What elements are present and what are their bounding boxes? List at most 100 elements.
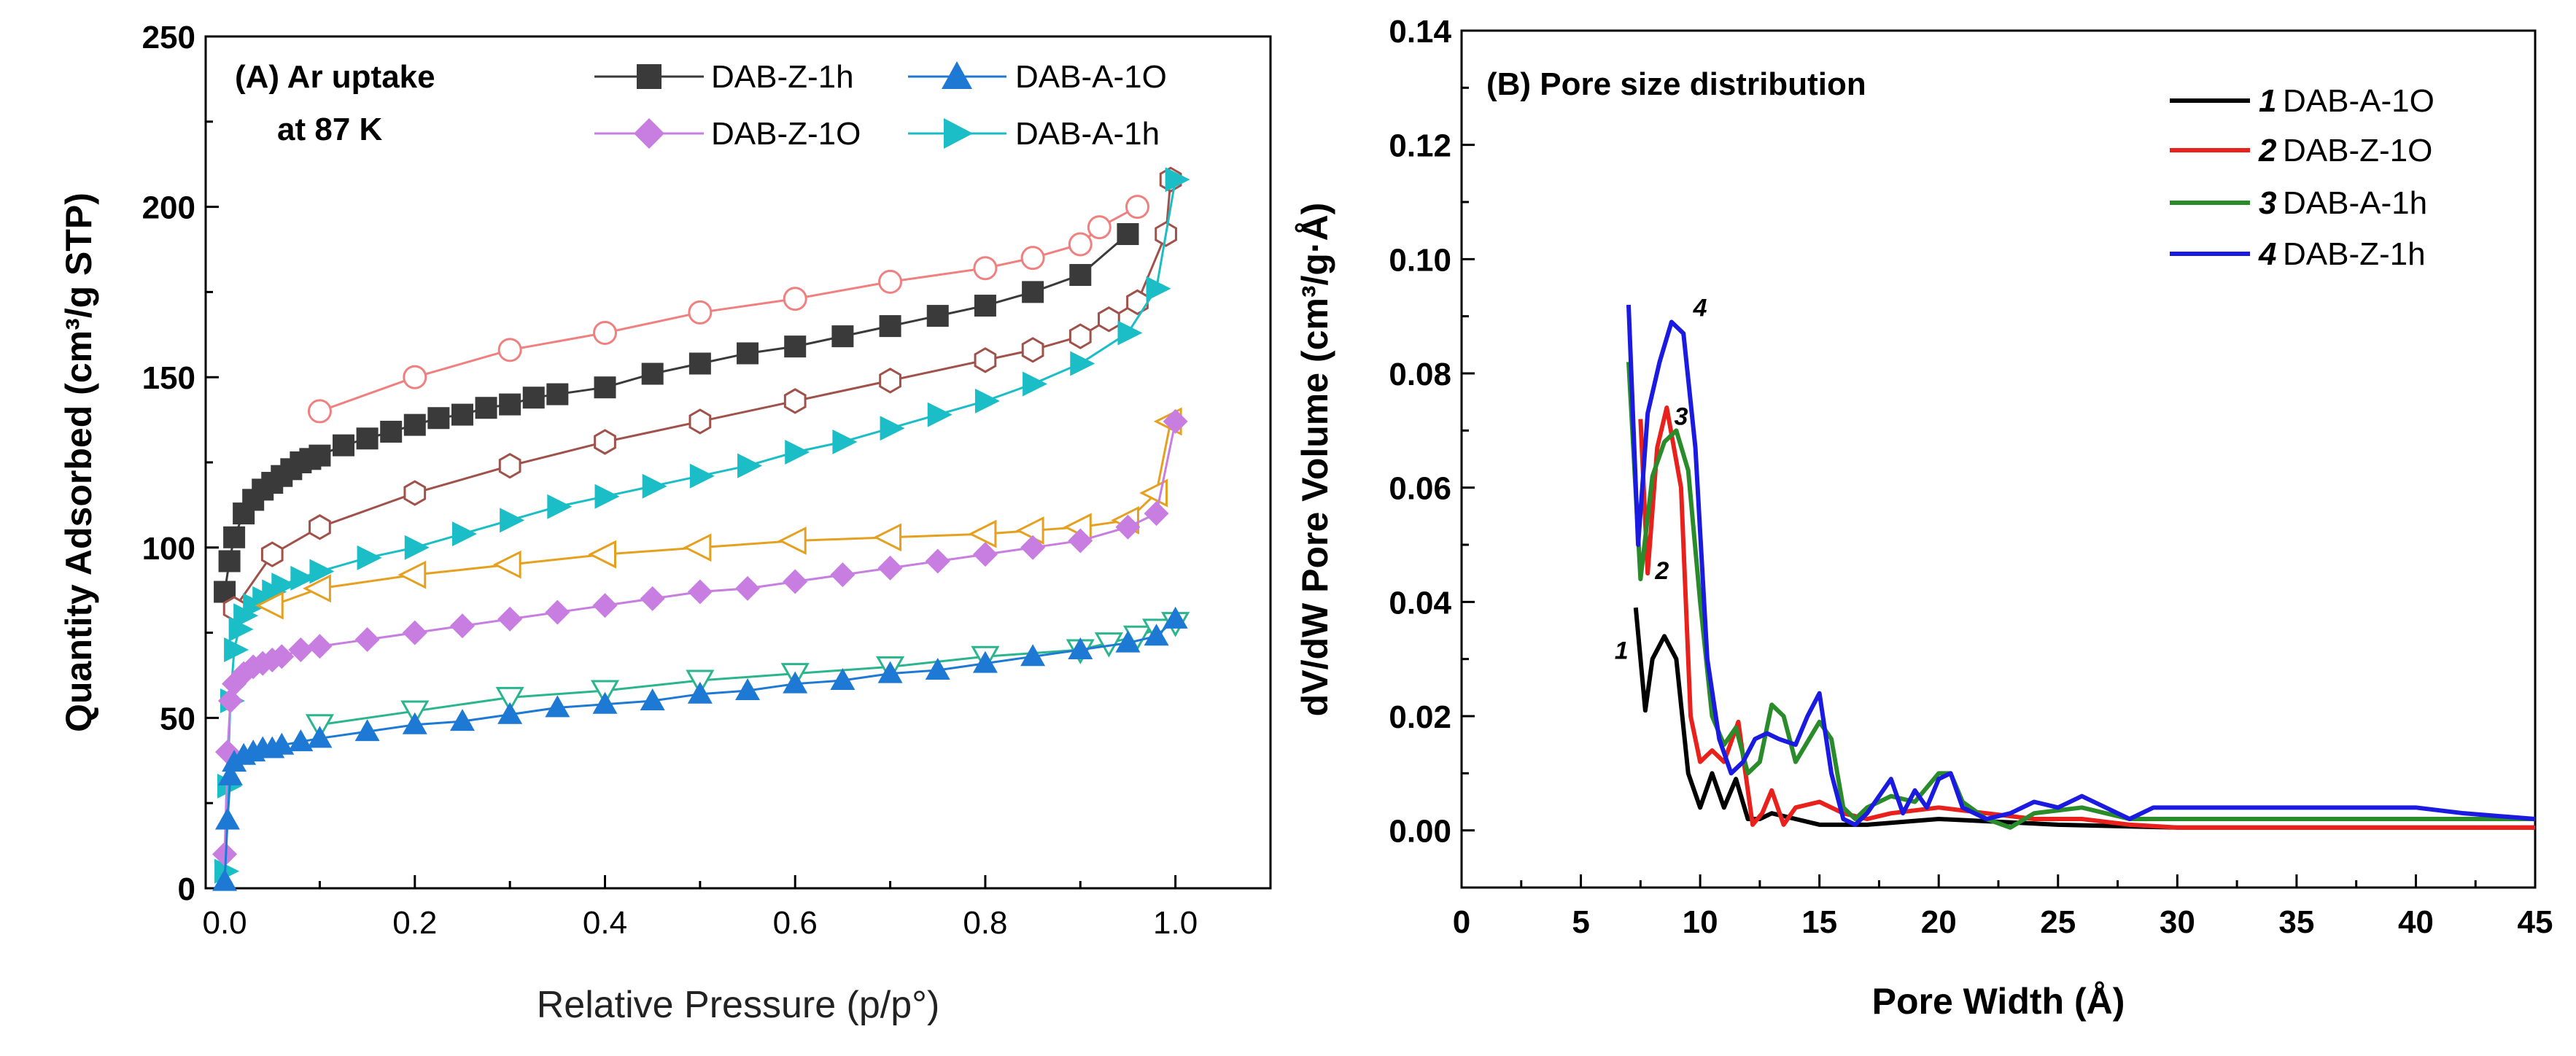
data-point-dab-z-1o bbox=[402, 620, 427, 645]
data-point-dab-a-1o bbox=[1115, 630, 1141, 653]
data-point-dab-z-1h bbox=[784, 335, 807, 358]
data-point-dab-z-1o bbox=[1144, 501, 1169, 527]
data-point-dab-a-1o bbox=[288, 729, 314, 752]
data-point-dab-z-1h bbox=[333, 434, 355, 457]
panel-a-y-tick-label: 200 bbox=[142, 190, 195, 226]
data-point-dab-a-1h-desorption bbox=[403, 480, 427, 506]
data-point-dab-a-1h-desorption bbox=[309, 514, 331, 540]
data-point-dab-a-1h bbox=[271, 572, 297, 598]
data-point-dab-z-1h bbox=[1069, 264, 1092, 287]
data-point-dab-a-1o bbox=[783, 671, 808, 694]
curve-annotation-3: 3 bbox=[1674, 403, 1688, 431]
legend-b-number-2: 2 bbox=[2258, 133, 2277, 168]
panel-b-y-tick-label: 0.10 bbox=[1389, 242, 1451, 278]
data-point-dab-z-1o-desorption bbox=[777, 527, 807, 555]
data-point-dab-a-1h-desorption bbox=[1068, 323, 1092, 349]
data-point-dab-a-1h bbox=[547, 494, 573, 519]
series-line-dab-z-1o bbox=[1638, 405, 2535, 830]
panel-b-x-tick-label: 5 bbox=[1572, 904, 1589, 940]
panel-b-y-tick-label: 0.02 bbox=[1389, 699, 1451, 735]
data-point-dab-z-1h bbox=[688, 352, 711, 375]
series-line-dab-a-1h bbox=[1626, 362, 2535, 830]
data-point-dab-a-1h-desorption bbox=[260, 541, 284, 567]
panel-a-y-tick-label: 100 bbox=[142, 531, 195, 567]
data-point-dab-z-1h bbox=[403, 414, 426, 436]
panel-a-y-tick-label: 50 bbox=[160, 701, 195, 737]
data-point-dab-z-1h bbox=[546, 383, 569, 405]
data-point-dab-a-1o bbox=[217, 763, 243, 785]
data-point-dab-a-1h-desorption bbox=[1098, 306, 1120, 333]
data-point-dab-z-1o-desorption bbox=[683, 533, 712, 562]
legend-b-number-3: 3 bbox=[2259, 185, 2276, 221]
data-point-dab-z-1o bbox=[217, 688, 243, 714]
panel-b-ticks: 0 5 10 15 20 25 30 35 40 45 0.00 0.02 0.04 0.06 0.08 0.… bbox=[1389, 14, 2553, 940]
panel-b-y-tick-label: 0.06 bbox=[1389, 471, 1451, 507]
data-point-dab-z-1h-desorption bbox=[1068, 232, 1093, 257]
panel-b-x-tick-label: 25 bbox=[2040, 904, 2076, 940]
series-line-dab-z-1h-desorption bbox=[319, 206, 1138, 413]
data-point-dab-z-1h bbox=[1022, 281, 1044, 303]
panel-b-x-tick-label: 0 bbox=[1453, 904, 1470, 940]
data-point-dab-z-1o bbox=[972, 542, 998, 567]
data-point-dab-a-1o-desorption bbox=[495, 686, 524, 713]
data-point-dab-a-1h bbox=[1023, 371, 1048, 397]
panel-a-title-line2: at 87 K bbox=[277, 112, 383, 147]
data-point-dab-z-1h bbox=[522, 387, 545, 409]
legend-b-label-3: DAB-A-1h bbox=[2283, 185, 2427, 221]
data-point-dab-a-1o bbox=[925, 657, 950, 680]
data-point-dab-a-1h bbox=[1146, 276, 1171, 301]
data-point-dab-a-1h bbox=[500, 508, 525, 533]
data-point-dab-z-1o bbox=[1020, 535, 1046, 560]
series-line-dab-z-1h bbox=[1626, 304, 2536, 827]
series-dab-z-1h-desorption bbox=[307, 195, 1149, 424]
data-point-dab-z-1o bbox=[830, 562, 856, 588]
series-dab-a-1h-desorption bbox=[222, 166, 1182, 622]
data-point-dab-z-1h bbox=[737, 342, 759, 365]
legend-b-label-2: DAB-Z-1O bbox=[2283, 133, 2432, 168]
data-point-dab-a-1o bbox=[1163, 606, 1188, 629]
data-point-dab-z-1h bbox=[309, 444, 331, 467]
data-point-dab-z-1o bbox=[545, 599, 570, 625]
panel-b-x-tick-label: 15 bbox=[1801, 904, 1837, 940]
panel-b-data: 1 2 3 4 bbox=[1615, 295, 2536, 830]
panel-a-x-tick-label: 0.8 bbox=[963, 905, 1007, 941]
data-point-dab-a-1o bbox=[212, 869, 238, 891]
data-point-dab-a-1h bbox=[927, 402, 953, 427]
data-point-dab-a-1h bbox=[880, 416, 905, 441]
legend-a-label-dab-z-1o: DAB-Z-1O bbox=[711, 116, 861, 152]
data-point-dab-a-1h bbox=[974, 388, 1000, 414]
data-point-dab-a-1h bbox=[290, 565, 316, 591]
data-point-dab-a-1o bbox=[877, 661, 903, 683]
data-point-dab-z-1o bbox=[288, 637, 314, 662]
panel-b-title: (B) Pore size distribution bbox=[1486, 66, 1866, 102]
panel-a-data bbox=[212, 166, 1190, 891]
data-point-dab-z-1h-desorption bbox=[1020, 246, 1045, 271]
panel-a-ticks: 0.0 0.2 0.4 0.6 0.8 1.0 0 50 100 150 200 250 bbox=[142, 20, 1198, 941]
data-point-dab-a-1o bbox=[497, 702, 523, 724]
panel-b-legend: 1 DAB-A-1O 2 DAB-Z-1O 3 DAB-A-1h 4 DAB-Z… bbox=[2170, 83, 2435, 272]
data-point-dab-z-1o bbox=[449, 613, 475, 639]
data-point-dab-z-1o-desorption bbox=[303, 574, 331, 603]
panel-b-x-tick-label: 20 bbox=[1921, 904, 1957, 940]
data-point-dab-z-1h-desorption bbox=[878, 269, 903, 294]
data-point-dab-z-1h bbox=[499, 393, 521, 416]
data-point-dab-a-1h-desorption bbox=[783, 388, 807, 414]
curve-annotation-1: 1 bbox=[1615, 637, 1629, 665]
data-point-dab-z-1o-desorption bbox=[255, 591, 284, 620]
data-point-dab-z-1o bbox=[212, 842, 238, 867]
data-point-dab-a-1h bbox=[1070, 351, 1095, 376]
legend-a-marker-dab-a-1h bbox=[944, 118, 973, 149]
data-point-dab-z-1h-desorption bbox=[973, 256, 998, 281]
panel-a-y-tick-label: 150 bbox=[142, 360, 195, 396]
legend-b-label-1: DAB-A-1O bbox=[2283, 83, 2435, 119]
data-point-dab-a-1o bbox=[354, 719, 380, 742]
data-point-dab-z-1o bbox=[307, 634, 333, 659]
legend-a-label-dab-z-1h: DAB-Z-1h bbox=[711, 59, 854, 95]
data-point-dab-a-1o bbox=[972, 651, 998, 673]
data-point-dab-a-1h bbox=[404, 535, 430, 560]
data-point-dab-a-1h bbox=[1117, 320, 1143, 346]
panel-a-x-tick-label: 1.0 bbox=[1153, 905, 1198, 941]
panel-a-y-tick-label: 250 bbox=[142, 20, 195, 55]
data-point-dab-z-1h-desorption bbox=[1087, 215, 1112, 240]
